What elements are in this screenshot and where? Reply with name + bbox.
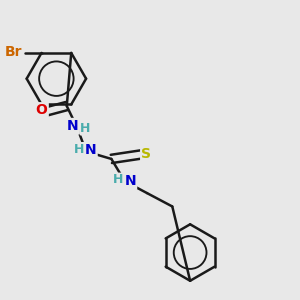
Text: O: O xyxy=(36,103,47,118)
Text: N: N xyxy=(67,119,79,133)
Text: Br: Br xyxy=(4,45,22,59)
Text: H: H xyxy=(80,122,91,135)
Text: N: N xyxy=(124,174,136,188)
Text: N: N xyxy=(85,143,96,157)
Text: H: H xyxy=(113,173,123,186)
Text: H: H xyxy=(74,142,84,156)
Text: S: S xyxy=(141,148,152,161)
